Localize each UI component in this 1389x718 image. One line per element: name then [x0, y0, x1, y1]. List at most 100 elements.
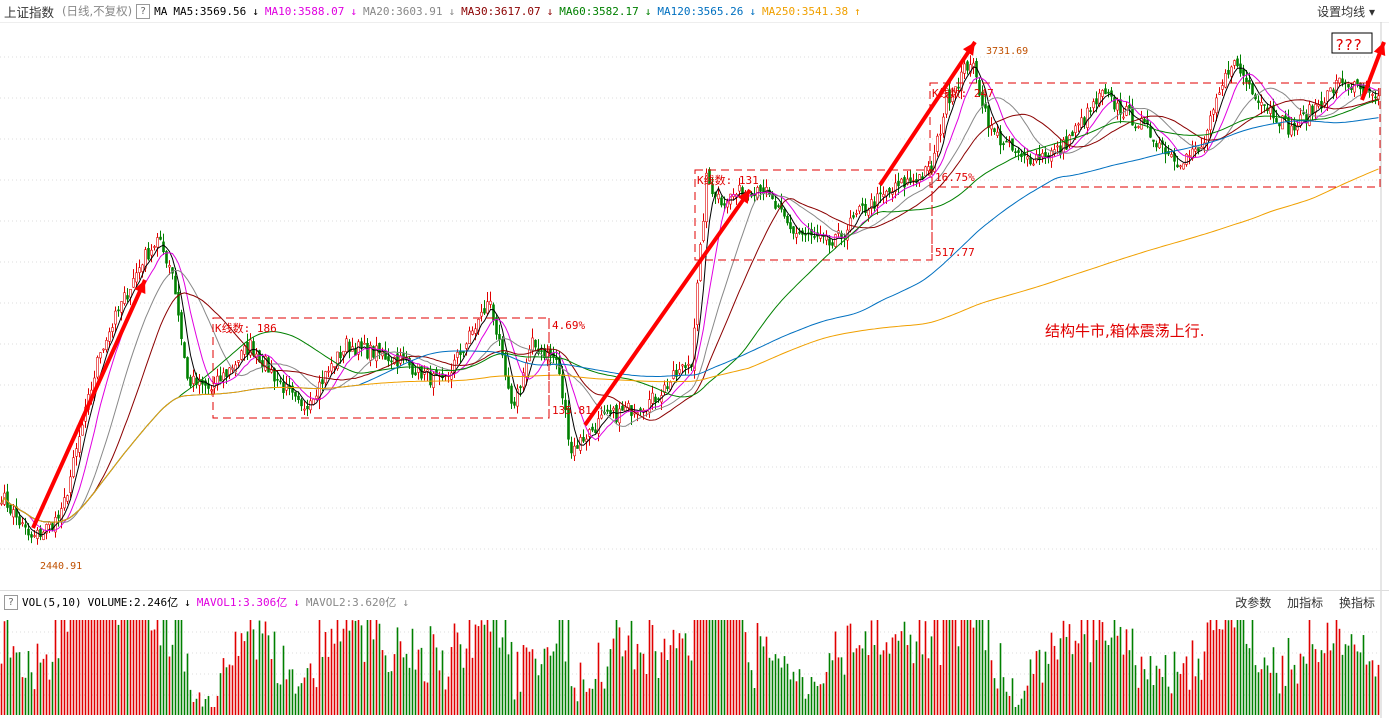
volume-bar — [603, 688, 606, 715]
volume-bar — [15, 652, 18, 715]
candle — [471, 330, 474, 335]
volume-bar — [567, 620, 570, 715]
volume-bar — [843, 674, 846, 715]
candle — [237, 360, 240, 363]
volume-bar — [1329, 650, 1332, 715]
volume-bar — [855, 648, 858, 715]
candle — [1209, 115, 1212, 131]
volume-bar — [1230, 620, 1233, 715]
candle — [903, 177, 906, 188]
volume-bar — [360, 625, 363, 715]
candle — [783, 209, 786, 217]
volume-bar — [399, 641, 402, 715]
volume-bar — [228, 664, 231, 715]
volume-bar — [786, 663, 789, 715]
volume-bar — [642, 653, 645, 715]
candle — [297, 395, 300, 401]
candle — [279, 380, 282, 383]
volume-bar — [426, 682, 429, 715]
volume-bar — [1062, 620, 1065, 715]
volume-bar — [714, 620, 717, 715]
candle — [495, 317, 498, 335]
volume-bar — [441, 650, 444, 715]
candle — [375, 345, 378, 362]
candle — [1212, 109, 1215, 115]
volume-help-button[interactable]: ? — [4, 594, 18, 610]
candle — [909, 177, 912, 182]
volume-bar — [609, 649, 612, 715]
volume-bar — [144, 620, 147, 715]
arrow-head-icon — [962, 42, 975, 56]
volume-bar — [705, 620, 708, 715]
volume-bar — [1104, 640, 1107, 715]
candle — [222, 372, 225, 381]
volume-bar — [1182, 663, 1185, 715]
volume-bar — [492, 620, 495, 715]
volume-bar — [171, 644, 174, 715]
candle — [855, 212, 858, 215]
volume-bar — [912, 663, 915, 715]
candle — [120, 301, 123, 313]
ma-value-5: MA120:3565.26 — [657, 5, 744, 18]
candle — [1236, 58, 1239, 67]
candle — [24, 524, 27, 528]
candle — [6, 491, 9, 508]
volume-bar — [291, 669, 294, 715]
candle — [945, 93, 948, 115]
volume-bar — [1347, 645, 1350, 715]
volume-bar — [546, 647, 549, 715]
candle — [57, 514, 60, 519]
candle — [66, 495, 69, 502]
ma-value-6: MA250:3541.38 — [762, 5, 849, 18]
box-bar-count-label: K线数: 247 — [932, 86, 994, 100]
volume-bar — [534, 658, 537, 715]
candle — [771, 193, 774, 200]
candle — [315, 395, 318, 399]
volume-bar — [525, 647, 528, 715]
volume-bar — [789, 679, 792, 715]
range-box — [694, 169, 933, 261]
volume-bar — [858, 645, 861, 715]
volume-bar — [972, 627, 975, 715]
volume-bar — [1200, 679, 1203, 715]
help-button[interactable]: ? — [136, 3, 151, 19]
volume-bar — [471, 657, 474, 715]
volume-bar — [600, 681, 603, 715]
volume-bar — [951, 620, 954, 715]
volume-bar — [297, 686, 300, 715]
candle — [432, 373, 435, 388]
volume-bar — [702, 620, 705, 715]
volume-bar — [1323, 653, 1326, 715]
candle — [702, 220, 705, 241]
volume-bar — [981, 620, 984, 715]
volume-bar — [852, 652, 855, 715]
volume-bar — [1098, 620, 1101, 715]
candle — [183, 342, 186, 358]
ma-settings-button[interactable]: 设置均线 ▾ — [1317, 4, 1375, 19]
volume-bar — [345, 620, 348, 715]
change-params-button[interactable]: 改参数 — [1235, 595, 1272, 610]
candle — [933, 152, 936, 172]
candle — [939, 133, 942, 136]
volume-bar — [189, 689, 192, 715]
volume-bar — [369, 620, 372, 715]
volume-bar — [696, 620, 699, 715]
volume-bar — [495, 620, 498, 715]
candle — [393, 356, 396, 365]
candle — [585, 438, 588, 442]
volume-bar — [543, 648, 546, 715]
add-indicator-button[interactable]: 加指标 — [1287, 595, 1324, 610]
volume-bar — [681, 638, 684, 715]
volume-bar — [573, 687, 576, 715]
candle — [1230, 66, 1233, 77]
volume-bar — [594, 678, 597, 715]
volume-bar — [528, 651, 531, 715]
volume-bar — [624, 650, 627, 715]
volume-bar — [243, 641, 246, 715]
switch-indicator-button[interactable]: 换指标 — [1338, 595, 1375, 610]
candle — [1311, 105, 1314, 115]
candle — [594, 429, 597, 433]
candle — [798, 231, 801, 234]
candle — [0, 502, 3, 505]
